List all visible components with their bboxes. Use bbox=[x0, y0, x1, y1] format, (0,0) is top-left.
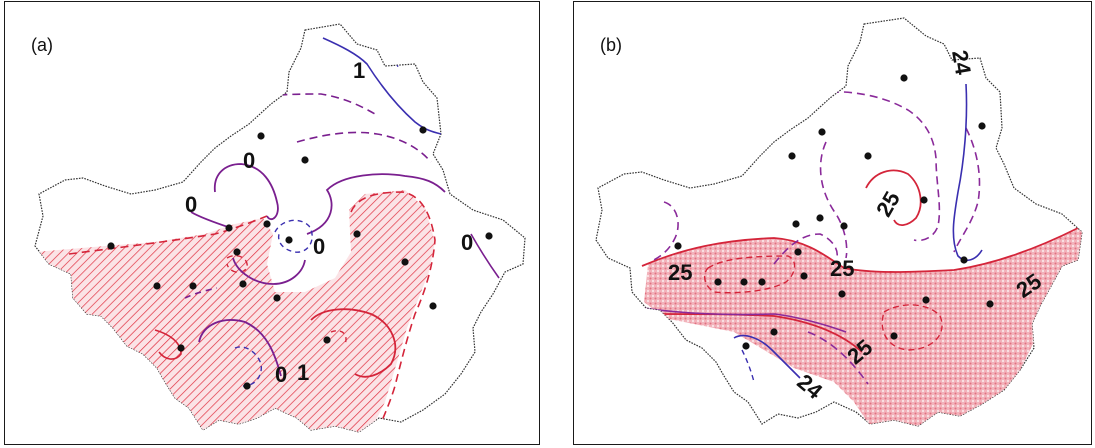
station-dot bbox=[900, 74, 908, 82]
station-dot bbox=[263, 220, 271, 228]
contour-label-b-1: 24 bbox=[947, 48, 976, 77]
stations-b bbox=[674, 74, 994, 350]
contour-red-b-d2 bbox=[881, 304, 943, 351]
station-dot bbox=[838, 290, 846, 298]
panel-label-a: (a) bbox=[31, 35, 53, 55]
station-dot bbox=[301, 156, 309, 164]
contour-purple-a-8 bbox=[184, 287, 218, 299]
contour-purple-a-9 bbox=[470, 233, 500, 279]
contour-red-b-d1 bbox=[703, 255, 796, 294]
contour-purple-a-6 bbox=[240, 93, 376, 115]
contour-purple-b-2 bbox=[819, 141, 848, 259]
station-dot bbox=[960, 256, 968, 264]
stations-a bbox=[107, 126, 493, 390]
contour-red-a-south bbox=[310, 308, 397, 378]
contour-label-a-5: 0 bbox=[275, 362, 287, 387]
station-dot bbox=[674, 242, 682, 250]
stippled-region-b bbox=[644, 228, 1082, 426]
map-a: 0 0 0 0 0 1 1 bbox=[34, 23, 526, 433]
map-b: 24 25 25 25 25 25 24 bbox=[595, 17, 1083, 427]
contour-red-b-south bbox=[651, 313, 863, 353]
station-dot bbox=[243, 382, 251, 390]
station-dot bbox=[840, 222, 848, 230]
station-dot bbox=[177, 344, 185, 352]
panel-a: 0 0 0 0 0 1 1 (a) bbox=[4, 1, 540, 445]
contour-red-b-main bbox=[641, 227, 1079, 273]
station-dot bbox=[153, 282, 161, 290]
contour-blue-b-1 bbox=[952, 83, 983, 262]
station-dot bbox=[920, 196, 928, 204]
station-dot bbox=[233, 248, 241, 256]
contour-purple-a-4 bbox=[232, 257, 306, 285]
contour-label-a-6: 1 bbox=[353, 58, 365, 83]
station-dot bbox=[978, 122, 986, 130]
station-dot bbox=[189, 282, 197, 290]
contour-purple-b-4 bbox=[773, 233, 838, 265]
panel-b: 24 25 25 25 25 25 24 bbox=[573, 1, 1092, 445]
station-dot bbox=[419, 126, 427, 134]
contour-label-a-1: 0 bbox=[243, 148, 255, 173]
station-dot bbox=[794, 248, 802, 256]
station-dot bbox=[922, 296, 930, 304]
station-dot bbox=[273, 294, 281, 302]
contour-label-a-7: 1 bbox=[297, 360, 309, 385]
contour-blue-a-4 bbox=[234, 346, 262, 387]
station-dot bbox=[323, 336, 331, 344]
contour-blue-b-3 bbox=[741, 349, 755, 383]
contour-purple-b-6 bbox=[807, 331, 869, 385]
contour-label-a-4: 0 bbox=[461, 230, 473, 255]
station-dot bbox=[986, 300, 994, 308]
contour-purple-a-7 bbox=[296, 131, 432, 163]
station-dot bbox=[401, 258, 409, 266]
contour-red-a-main bbox=[68, 191, 436, 432]
station-dot bbox=[429, 302, 437, 310]
contour-label-a-3: 0 bbox=[313, 234, 325, 259]
station-dot bbox=[257, 132, 265, 140]
contour-label-a-2: 0 bbox=[185, 192, 197, 217]
station-dot bbox=[353, 230, 361, 238]
station-dot bbox=[485, 232, 493, 240]
contour-red-b-island bbox=[865, 169, 922, 226]
station-dot bbox=[740, 278, 748, 286]
contour-blue-a-3 bbox=[274, 219, 313, 253]
station-dot bbox=[107, 242, 115, 250]
station-dot bbox=[742, 342, 750, 350]
station-dot bbox=[864, 152, 872, 160]
contour-purple-a-5 bbox=[198, 319, 282, 377]
contour-red-a-small bbox=[154, 329, 182, 360]
contour-blue-a-2 bbox=[382, 33, 400, 71]
station-dot bbox=[770, 328, 778, 336]
station-dot bbox=[890, 332, 898, 340]
contour-purple-b-3 bbox=[649, 201, 679, 263]
contour-label-b-4: 25 bbox=[830, 256, 854, 281]
station-dot bbox=[758, 278, 766, 286]
station-dot bbox=[788, 152, 796, 160]
contour-purple-a-1 bbox=[213, 163, 279, 221]
station-dot bbox=[818, 128, 826, 136]
station-dot bbox=[816, 214, 824, 222]
panel-label-b: (b) bbox=[600, 35, 622, 55]
station-dot bbox=[225, 224, 233, 232]
station-dot bbox=[792, 220, 800, 228]
station-dot bbox=[239, 280, 247, 288]
contour-blue-a-1 bbox=[322, 37, 442, 135]
contour-purple-a-2 bbox=[306, 173, 446, 235]
station-dot bbox=[800, 272, 808, 280]
hatched-region-a bbox=[35, 190, 435, 432]
station-dot bbox=[285, 236, 293, 244]
station-dot bbox=[714, 278, 722, 286]
contour-red-a-inner bbox=[330, 330, 347, 345]
contour-label-b-3: 25 bbox=[668, 260, 692, 285]
contour-blue-b-2 bbox=[733, 334, 801, 379]
